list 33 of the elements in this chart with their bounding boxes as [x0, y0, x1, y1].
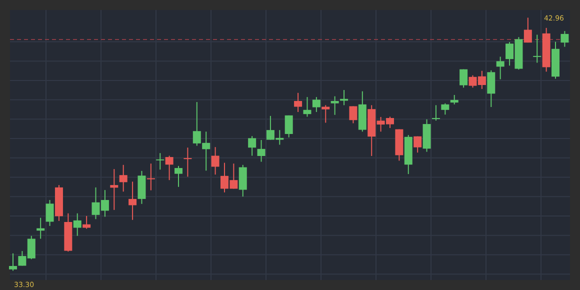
candlestick: [460, 68, 468, 88]
candlestick: [533, 34, 542, 64]
candlestick: [165, 155, 174, 181]
candlestick: [487, 70, 496, 108]
candlestick: [156, 152, 164, 170]
candlestick: [9, 252, 17, 272]
candlestick: [46, 199, 54, 226]
candlestick: [312, 96, 320, 112]
candlestick: [110, 168, 118, 210]
candlestick: [211, 146, 220, 176]
candlestick: [441, 102, 450, 116]
candlestick: [322, 104, 330, 124]
candlestick: [146, 163, 155, 191]
candlestick: [284, 114, 293, 138]
candlestick: [248, 136, 256, 156]
candlestick: [414, 136, 422, 154]
candlestick: [128, 181, 137, 220]
candlestick: [330, 96, 339, 116]
candlestick: [294, 92, 302, 112]
candlestick: [450, 94, 458, 105]
candlestick: [349, 106, 358, 124]
candlestick: [432, 104, 440, 122]
candlestick: [238, 164, 247, 198]
candlestick: [257, 140, 266, 162]
candlestick: [73, 212, 82, 236]
candlestick: [303, 96, 312, 118]
candlestick: [138, 170, 146, 204]
candlestick: [184, 147, 192, 178]
candlestick: [524, 17, 532, 44]
candlestick: [119, 164, 128, 192]
candlestick: [496, 56, 504, 80]
candlestick: [560, 30, 569, 48]
candlestick: [174, 165, 183, 188]
